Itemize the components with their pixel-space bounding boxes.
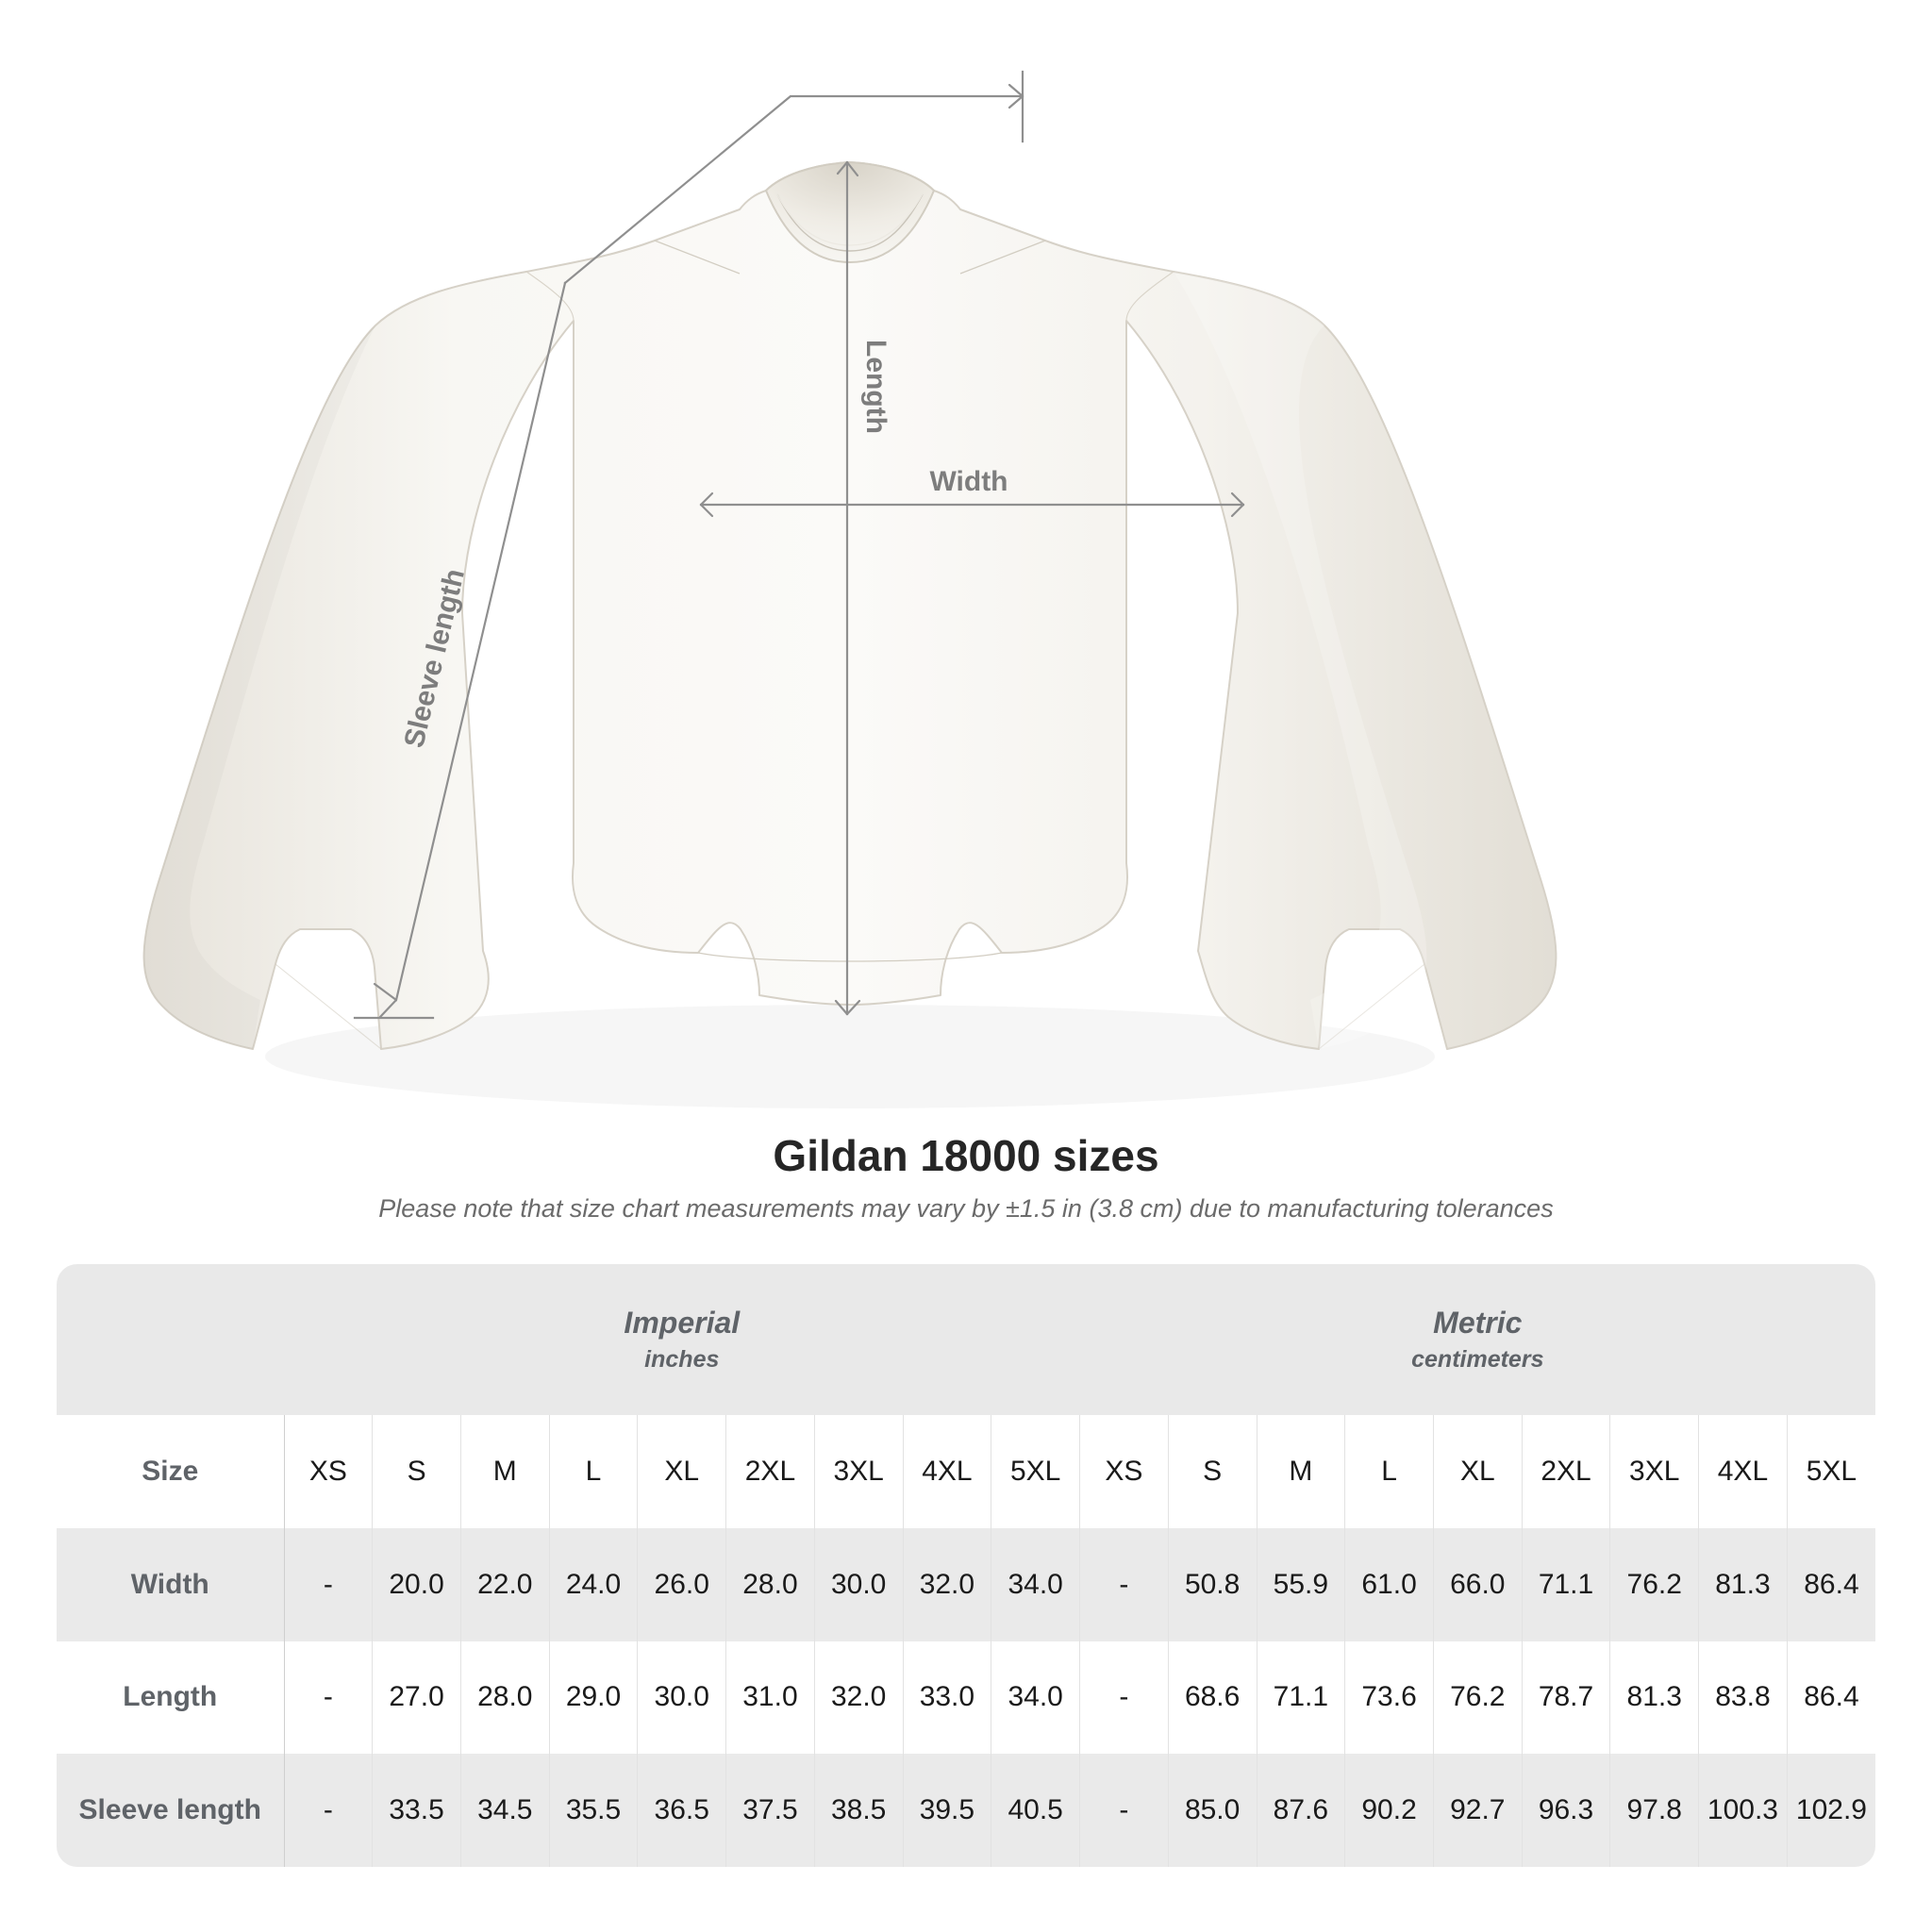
svg-text:Length: Length (860, 340, 891, 434)
svg-text:Width: Width (929, 466, 1008, 497)
